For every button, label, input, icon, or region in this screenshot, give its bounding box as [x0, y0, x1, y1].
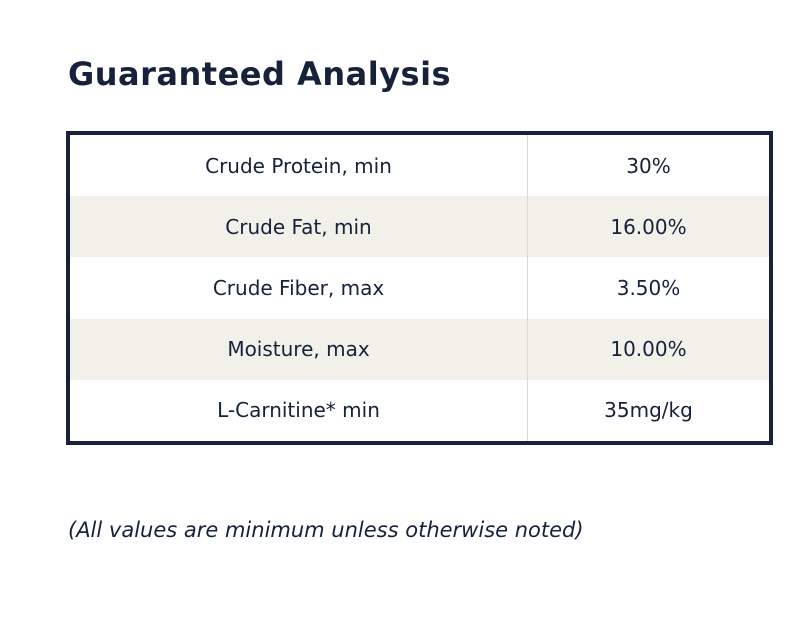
nutrient-value: 10.00% [527, 318, 769, 380]
nutrient-label: L-Carnitine* min [70, 379, 528, 441]
nutrient-label: Crude Fiber, max [70, 257, 528, 319]
footnote: (All values are minimum unless otherwise… [68, 518, 584, 542]
guaranteed-analysis-table: Crude Protein, min 30% Crude Fat, min 16… [66, 131, 773, 445]
nutrient-value: 35mg/kg [604, 398, 693, 423]
nutrient-value: 30% [626, 153, 671, 178]
page-title: Guaranteed Analysis [68, 55, 452, 93]
table-row: Crude Fat, min 16.00% [70, 196, 769, 258]
analysis-table: Crude Protein, min 30% Crude Fat, min 16… [70, 135, 769, 441]
nutrient-label: Crude Fat, min [70, 196, 528, 258]
nutrient-label: Moisture, max [70, 318, 528, 380]
nutrient-value: 16.00% [527, 196, 769, 258]
table-row: Crude Protein, min 30% [70, 135, 769, 197]
nutrient-label: Crude Protein, min [70, 135, 528, 197]
table-row: Moisture, max 10.00% [70, 318, 769, 380]
nutrient-value: 3.50% [616, 275, 681, 300]
table-row: L-Carnitine* min 35mg/kg [70, 379, 769, 441]
table-row: Crude Fiber, max 3.50% [70, 257, 769, 319]
